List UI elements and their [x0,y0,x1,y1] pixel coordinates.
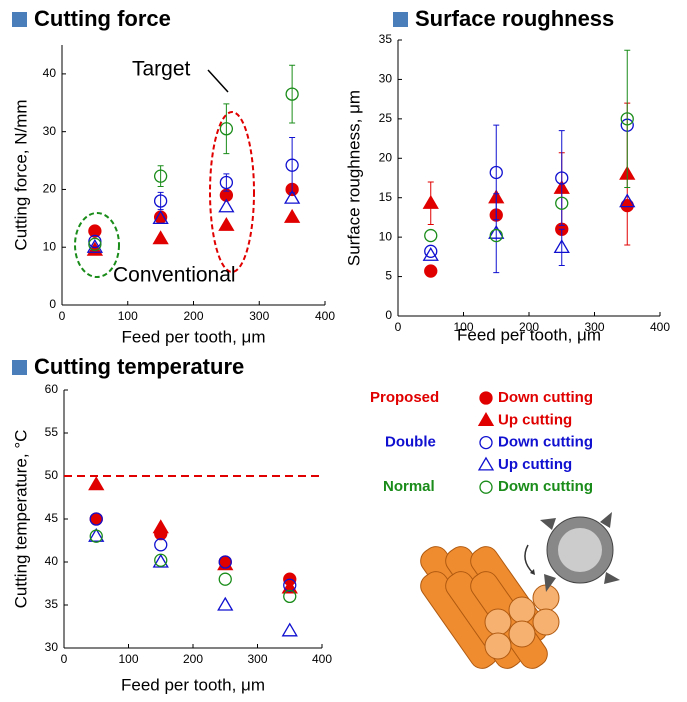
annotation-arrow [208,70,228,92]
y-tick-label: 40 [43,66,57,80]
marker [154,232,168,244]
error-bar [559,131,565,226]
y-tick-label: 10 [379,229,393,243]
x-tick-label: 0 [61,652,68,666]
figure: Cutting force0102030400100200300400Feed … [0,0,687,697]
x-axis-label: Feed per tooth, μm [457,325,601,344]
y-tick-label: 0 [49,297,56,311]
y-tick-label: 55 [45,425,59,439]
marker [219,573,231,585]
annotation: Conventional [113,264,236,287]
marker [218,598,232,610]
title-icon [393,12,408,27]
marker [285,210,299,222]
chart-title: Cutting force [34,6,171,31]
marker [155,211,167,223]
tool-illustration [416,512,620,673]
annotation: Target [132,58,191,81]
x-tick-label: 0 [59,309,66,323]
legend-group: Double [385,434,436,451]
marker [425,265,437,277]
marker [283,624,297,636]
x-tick-label: 100 [118,652,138,666]
title-icon [12,360,27,375]
legend-marker [480,437,492,449]
y-tick-label: 30 [379,72,393,86]
y-tick-label: 10 [43,239,57,253]
legend-label: Up cutting [498,456,572,473]
error-bar [493,194,499,273]
x-tick-label: 400 [315,309,335,323]
y-tick-label: 60 [45,382,59,396]
y-tick-label: 15 [379,190,393,204]
y-tick-label: 20 [43,182,57,196]
title-icon [12,12,27,27]
x-tick-label: 400 [650,320,670,334]
legend-label: Down cutting [498,434,593,451]
x-tick-label: 300 [247,652,267,666]
y-axis-label: Surface roughness, μm [344,90,363,266]
y-tick-label: 25 [379,111,393,125]
legend-label: Down cutting [498,478,593,495]
x-tick-label: 100 [118,309,138,323]
legend-marker [479,413,493,425]
legend-marker [479,458,493,470]
error-bar [223,104,229,154]
legend-marker [480,392,492,404]
chart-title: Cutting temperature [34,354,244,379]
x-axis-label: Feed per tooth, μm [122,327,266,346]
y-tick-label: 5 [385,269,392,283]
x-axis-label: Feed per tooth, μm [121,675,265,694]
y-tick-label: 20 [379,150,393,164]
y-tick-label: 0 [385,308,392,322]
marker [424,196,438,208]
marker [154,521,168,533]
y-tick-label: 35 [45,597,59,611]
error-bar [158,166,164,187]
legend-group: Normal [383,478,435,495]
x-tick-label: 300 [249,309,269,323]
x-tick-label: 200 [183,309,203,323]
legend-marker [480,481,492,493]
chart-title: Surface roughness [415,6,614,31]
y-tick-label: 30 [45,640,59,654]
x-tick-label: 400 [312,652,332,666]
marker [219,218,233,230]
y-axis-label: Cutting temperature, °C [11,430,30,609]
marker [89,478,103,490]
y-tick-label: 40 [45,554,59,568]
y-tick-label: 45 [45,511,59,525]
marker [425,230,437,242]
legend-label: Down cutting [498,389,593,406]
y-axis-label: Cutting force, N/mm [11,99,30,250]
y-tick-label: 30 [43,124,57,138]
legend-label: Up cutting [498,411,572,428]
marker [155,539,167,551]
legend-group: Proposed [370,389,439,406]
y-tick-label: 35 [379,32,393,46]
x-tick-label: 0 [395,320,402,334]
x-tick-label: 200 [183,652,203,666]
error-bar [289,65,295,123]
y-tick-label: 50 [45,468,59,482]
